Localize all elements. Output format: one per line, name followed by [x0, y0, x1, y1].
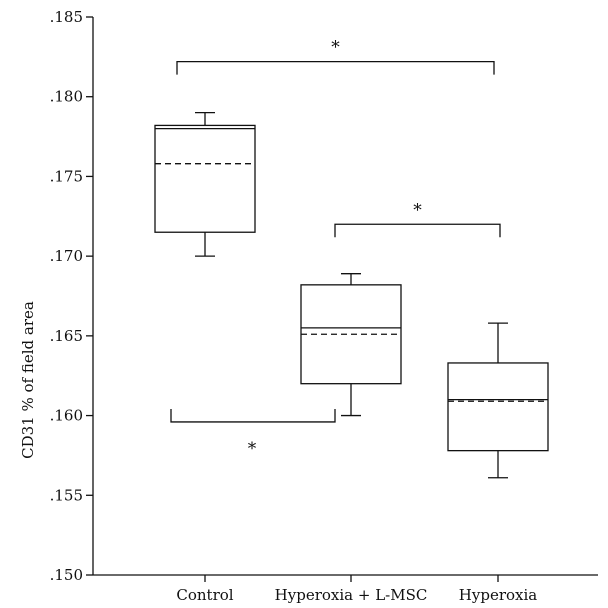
box-2 [447, 322, 549, 479]
axes [92, 17, 598, 576]
y-tick-label: .180 [50, 88, 83, 106]
significance-bracket-1: * [334, 200, 501, 238]
bracket-line [334, 223, 501, 238]
x-tick-label: Control [176, 586, 233, 604]
x-tick-label: Hyperoxia + L-MSC [275, 586, 428, 604]
y-tick-label: .170 [50, 247, 83, 265]
significance-star: * [248, 439, 257, 459]
box-iqr [154, 124, 256, 233]
significance-bracket-2: * [170, 408, 336, 459]
y-tick-label: .185 [50, 8, 83, 26]
y-tick-label: .155 [50, 486, 83, 504]
significance-star: * [331, 38, 340, 58]
box-1 [300, 273, 402, 417]
box-0 [154, 112, 256, 257]
y-tick-label: .160 [50, 407, 83, 425]
y-axis-ticks: .150 .155 .160 .165 .170 .175 .180 .185 [50, 8, 93, 584]
bracket-line [176, 60, 495, 75]
y-axis-label: CD31 % of field area [19, 301, 37, 459]
x-axis-labels: Control Hyperoxia + L-MSC Hyperoxia [176, 575, 537, 604]
x-tick-label: Hyperoxia [459, 586, 537, 604]
significance-star: * [413, 200, 422, 220]
bracket-line [170, 408, 336, 423]
box-iqr [447, 362, 549, 452]
y-tick-label: .165 [50, 327, 83, 345]
significance-bracket-0: * [176, 38, 495, 75]
significance-brackets: * * * [170, 38, 501, 459]
y-tick-label: .175 [50, 167, 83, 185]
boxes [154, 112, 549, 479]
y-tick-label: .150 [50, 566, 83, 584]
